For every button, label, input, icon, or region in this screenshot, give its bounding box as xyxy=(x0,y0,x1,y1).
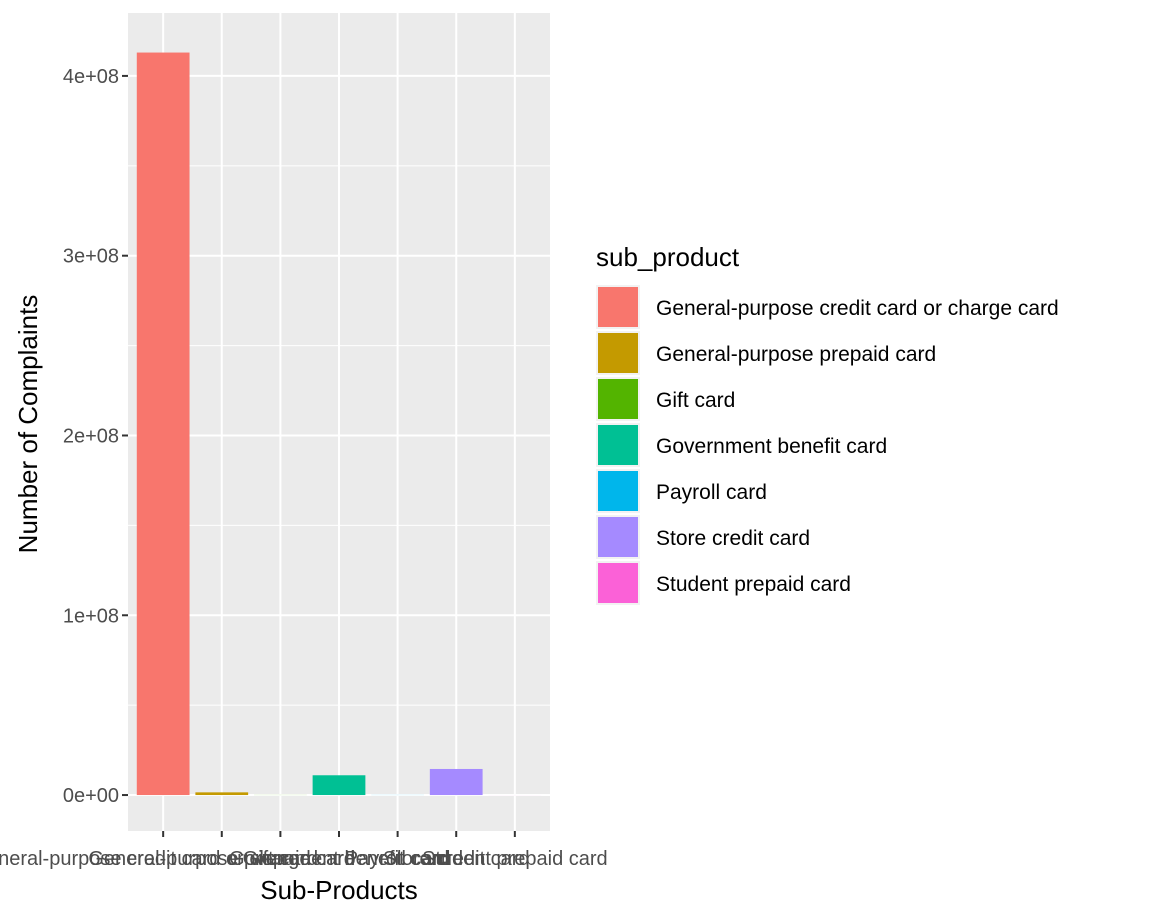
legend-label: Store credit card xyxy=(656,527,810,550)
x-tick-label: Government benefit card xyxy=(229,848,449,870)
y-axis: 0e+00 1e+08 2e+08 3e+08 4e+08 xyxy=(63,66,128,807)
legend-key xyxy=(598,517,638,557)
y-tick-label: 2e+08 xyxy=(63,425,119,447)
y-tick-label: 0e+00 xyxy=(63,785,119,807)
y-tick-label: 1e+08 xyxy=(63,605,119,627)
bar xyxy=(136,52,190,796)
x-tick-label: General-purpose credit card or charge ca… xyxy=(0,848,355,870)
y-axis-title: Number of Complaints xyxy=(13,295,43,554)
legend-key xyxy=(598,471,638,511)
legend-key xyxy=(598,287,638,327)
y-tick-label: 3e+08 xyxy=(63,246,119,268)
legend-items: General-purpose credit card or charge ca… xyxy=(596,285,1059,605)
legend-title: sub_product xyxy=(596,242,740,272)
legend-label: Payroll card xyxy=(656,481,767,504)
x-tick-label: Store credit card xyxy=(383,848,530,870)
legend-label: General-purpose prepaid card xyxy=(656,343,936,366)
y-tick-label: 4e+08 xyxy=(63,66,119,88)
legend-label: Government benefit card xyxy=(656,435,887,458)
bar xyxy=(312,775,366,796)
bar xyxy=(429,768,483,796)
legend-key xyxy=(598,425,638,465)
legend-label: General-purpose credit card or charge ca… xyxy=(656,297,1059,320)
x-tick-label: Payroll card xyxy=(345,848,451,870)
bar xyxy=(195,792,249,796)
x-tick-label: General-purpose prepaid card xyxy=(88,848,355,870)
legend: sub_product General-purpose credit card … xyxy=(596,242,1059,605)
x-tick-label: Student prepaid card xyxy=(422,848,608,870)
legend-label: Gift card xyxy=(656,389,735,412)
legend-label: Student prepaid card xyxy=(656,573,851,596)
x-axis: General-purpose credit card or charge ca… xyxy=(0,831,608,870)
x-axis-title: Sub-Products xyxy=(260,875,418,905)
legend-key xyxy=(598,379,638,419)
legend-key xyxy=(598,563,638,603)
legend-key xyxy=(598,333,638,373)
x-tick-label: Gift card xyxy=(243,848,319,870)
bars xyxy=(136,52,542,796)
